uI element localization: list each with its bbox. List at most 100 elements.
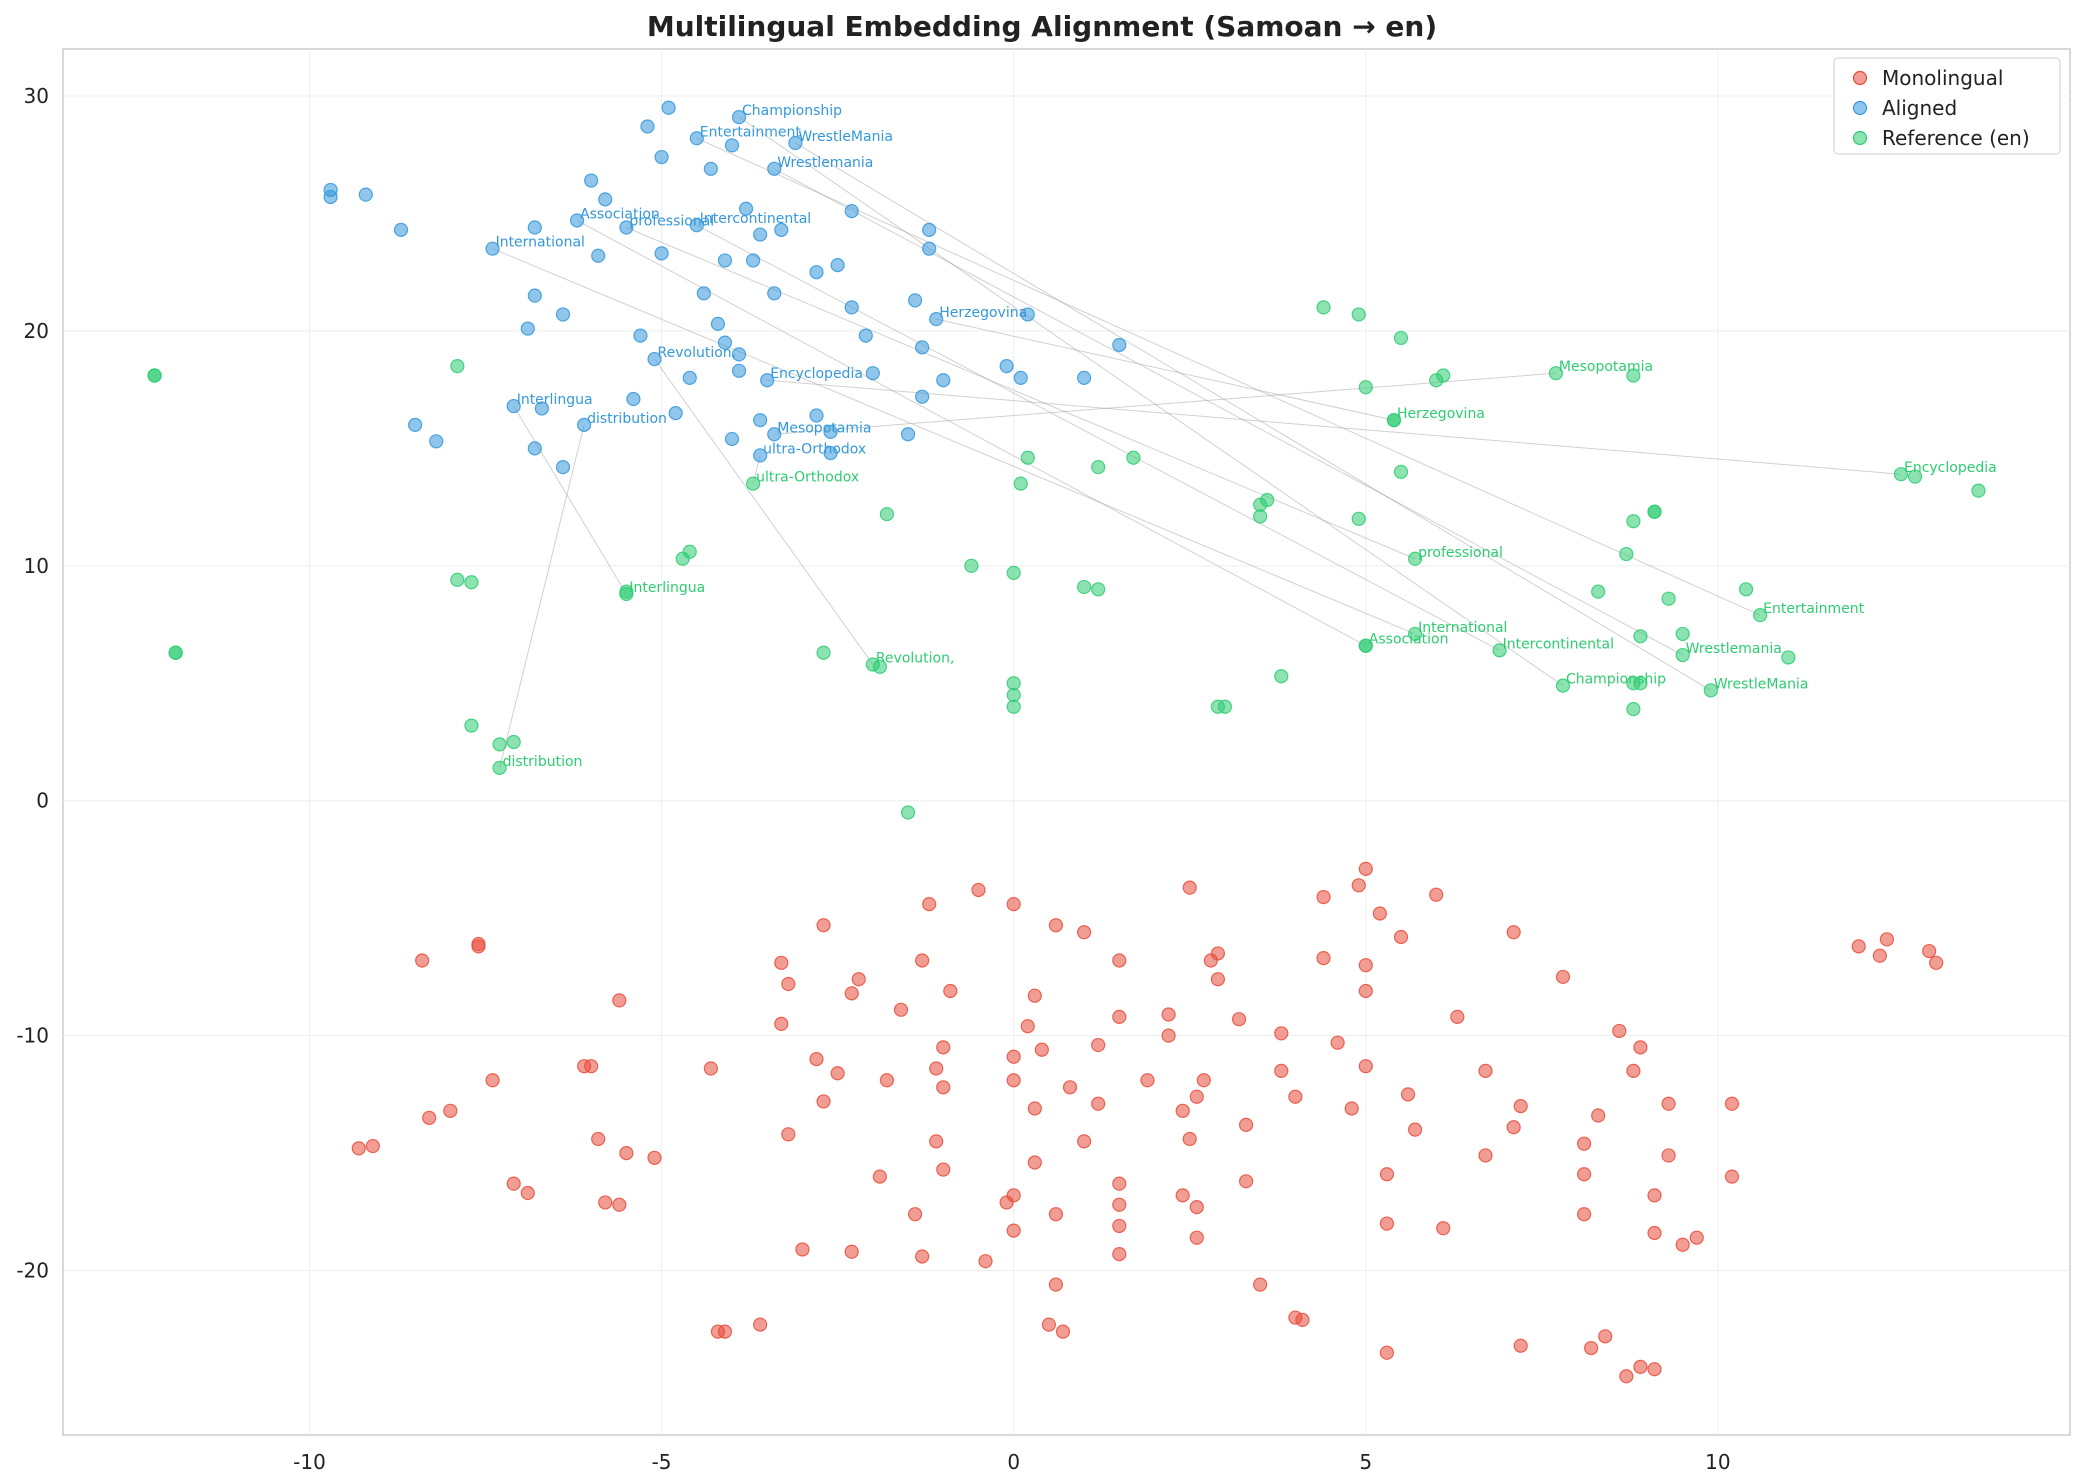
data-point [872,659,887,674]
data-point [907,1207,923,1222]
data-point [633,328,648,343]
data-point [1879,932,1895,947]
reference-word-label: Encyclopedia [1904,460,1997,476]
data-point [1055,1324,1071,1339]
data-point [1372,906,1387,921]
aligned-word-label: Interlingua [517,392,593,408]
data-point [654,149,669,165]
data-point [619,220,634,235]
data-point [1112,1009,1127,1024]
data-point [1555,678,1571,693]
data-point [1077,925,1092,940]
data-point [492,760,507,775]
data-point [717,253,733,268]
data-point [619,1146,634,1161]
aligned-word-label: Mesopotamia [777,420,871,436]
data-point [1316,951,1331,966]
data-point [936,1080,951,1095]
data-point [1358,958,1373,973]
data-point [1196,1073,1211,1088]
x-tick-label: -10 [293,1450,326,1474]
data-point [1513,1338,1528,1353]
data-point [915,1249,930,1264]
aligned-word-label: Encyclopedia [770,366,863,382]
data-point [893,1002,909,1017]
series-0 [351,861,1944,1384]
data-point [753,1317,768,1332]
data-point [1626,702,1641,717]
data-point [774,1016,789,1031]
data-point [915,389,930,404]
data-point [555,307,571,322]
reference-word-label: Association [1369,632,1449,648]
data-point [1633,629,1648,644]
alignment-line [626,227,1416,560]
data-point [1006,896,1021,912]
data-point [1358,983,1373,999]
data-point [492,737,507,752]
data-point [569,213,585,228]
data-point [844,300,859,315]
aligned-word-label: International [496,235,585,251]
data-point [907,293,923,308]
data-point [929,1134,944,1149]
legend-box [1833,57,2061,155]
data-point [1738,582,1754,597]
data-point [1633,1040,1648,1055]
data-point [858,328,873,343]
aligned-word-label: Intercontinental [700,211,811,227]
data-point [577,417,592,432]
data-point [1189,1200,1204,1215]
aligned-word-label: WrestleMania [798,129,893,145]
data-point [1189,1089,1204,1104]
data-point [844,203,859,219]
data-point [1612,1023,1627,1039]
data-point [696,286,711,301]
data-point [647,1150,662,1165]
data-point [1436,1221,1451,1236]
data-point [1703,683,1718,698]
data-point [774,955,789,970]
data-point [1513,1099,1528,1114]
data-point [1591,584,1606,599]
data-point [760,373,775,388]
legend-label: Aligned [1882,96,1957,120]
data-point [1675,1237,1690,1252]
data-point [1126,450,1141,465]
legend-marker [1852,130,1868,146]
data-point [520,1185,535,1201]
data-point [661,100,676,115]
data-point [1393,929,1409,945]
plot-area [62,48,2071,1436]
data-point [1675,647,1690,663]
data-point [1175,1188,1190,1203]
data-point [682,544,697,559]
data-point [1576,1207,1592,1222]
word-annotations: Championship Championship Entertainment Ent… [496,103,1997,770]
data-point [879,1073,895,1088]
x-tick-label: 0 [1007,1450,1020,1474]
data-point [1274,669,1289,684]
chart-title: Multilingual Embedding Alignment (Samoan… [647,10,1437,43]
data-point [1112,1197,1127,1212]
data-point [710,316,726,331]
legend-marker [1852,70,1868,86]
data-point [506,1176,521,1191]
data-point [520,321,535,336]
data-point [872,1169,887,1184]
data-point [1274,1026,1289,1041]
data-point [1140,1073,1155,1088]
data-point [1020,1019,1035,1034]
data-point [506,734,521,750]
data-point [999,359,1014,374]
data-point [922,241,937,256]
data-point [753,227,768,242]
data-point [1112,337,1127,353]
data-point [1781,650,1796,665]
data-point [1091,1037,1106,1053]
data-point [1358,1059,1373,1074]
grid [63,49,2070,1435]
data-point [915,953,930,968]
data-point [809,408,824,423]
reference-word-label: professional [1418,545,1503,561]
